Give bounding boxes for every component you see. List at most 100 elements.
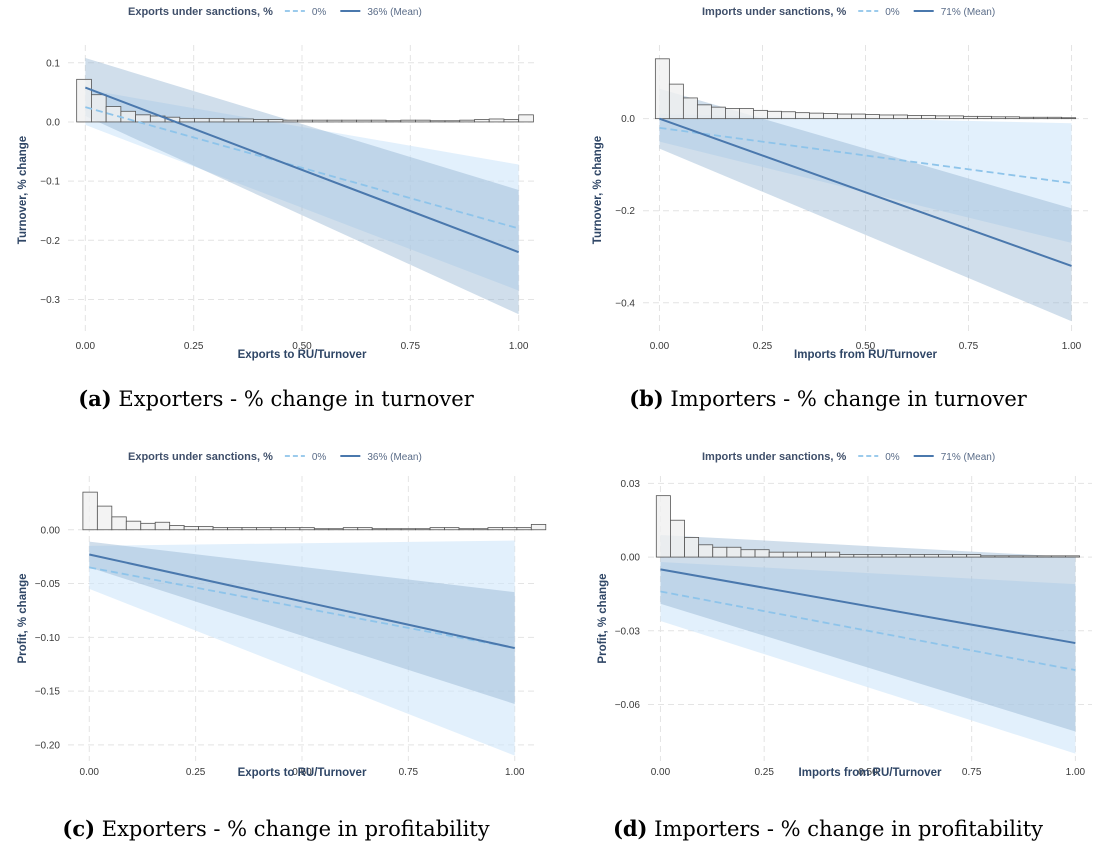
series-line <box>85 106 519 230</box>
x-tick-label: 1.00 <box>1066 767 1086 778</box>
histogram-bar <box>415 119 431 123</box>
series-line <box>659 126 1072 184</box>
x-tick-label: 1.00 <box>1062 341 1082 352</box>
x-tick-label: 1.00 <box>509 341 529 352</box>
histogram-bar <box>282 119 299 123</box>
histogram-bar <box>198 526 214 531</box>
histogram-bar <box>670 519 685 558</box>
histogram-bar <box>82 491 98 531</box>
caption: (a) Exporters - % change in turnover <box>78 386 474 411</box>
x-tick-label: 0.25 <box>186 767 206 778</box>
x-axis-title: Imports from RU/Turnover <box>799 767 942 779</box>
histogram-bar <box>851 113 866 120</box>
legend-title: Exports under sanctions, % <box>128 6 273 18</box>
histogram-bar <box>444 120 461 123</box>
y-tick-label: 0.03 <box>621 479 641 490</box>
confidence-band <box>660 561 1076 754</box>
caption: (b) Importers - % change in turnover <box>629 386 1027 411</box>
histogram-bar <box>76 78 92 123</box>
histogram-bar <box>212 527 228 531</box>
legend-label: 36% (Mean) <box>367 7 421 18</box>
x-tick-label: 0.75 <box>401 341 421 352</box>
histogram-bar <box>684 537 700 558</box>
confidence-band <box>89 541 515 704</box>
histogram-bar <box>341 119 358 123</box>
histogram-bar <box>768 551 784 558</box>
histogram-bar <box>823 113 838 120</box>
histogram-bar <box>952 554 968 558</box>
histogram-bar <box>125 520 142 531</box>
y-tick-label: −0.20 <box>35 740 61 751</box>
legend-label: 0% <box>312 452 327 463</box>
y-axis-title: Profit, % change <box>597 573 609 663</box>
histogram-bar <box>837 113 852 120</box>
x-tick-label: 1.00 <box>505 767 525 778</box>
confidence-band <box>85 89 519 291</box>
histogram-bar <box>371 528 388 531</box>
x-tick-label: 0.00 <box>650 341 670 352</box>
histogram-bar <box>1008 555 1024 558</box>
confidence-band <box>89 540 515 756</box>
histogram-bar <box>357 527 373 531</box>
x-tick-label: 0.25 <box>753 341 773 352</box>
legend-label: 36% (Mean) <box>367 452 421 463</box>
panel-a: 0.00 0.25 0.50 0.75 1.00 0.1 0.0 −0.1 −0.2 −0.3 Ex… <box>0 0 552 426</box>
x-tick-label: 0.25 <box>184 341 204 352</box>
histogram-bar <box>342 527 359 531</box>
histogram-bar <box>140 522 156 531</box>
y-tick-label: −0.2 <box>40 236 60 247</box>
legend-label: 0% <box>312 7 327 18</box>
histogram-bar <box>1065 555 1080 558</box>
histogram-bar <box>811 551 826 558</box>
legend-label: 71% (Mean) <box>941 7 995 18</box>
x-tick-label: 0.75 <box>962 767 982 778</box>
histogram-bar <box>285 527 301 531</box>
histogram-bar <box>1050 555 1066 558</box>
histogram-bar <box>179 117 195 123</box>
series-line <box>84 86 520 254</box>
histogram-bar <box>169 525 185 531</box>
x-tick-label: 0.75 <box>399 767 419 778</box>
histogram-bar <box>980 555 996 558</box>
x-tick-label: 0.00 <box>80 767 100 778</box>
histogram-bar <box>91 94 107 123</box>
histogram-bar <box>739 108 754 120</box>
histogram-bar <box>313 528 330 531</box>
histogram-bar <box>444 527 460 531</box>
histogram-bar <box>795 112 810 120</box>
chart-exporters-turnover: 0.00 0.25 0.50 0.75 1.00 0.1 0.0 −0.1 −0.2 −0.3 Ex… <box>17 6 536 361</box>
histogram-bar <box>781 111 796 120</box>
histogram-bar <box>867 554 883 558</box>
histogram-bar <box>923 554 939 558</box>
x-tick-label: 0.75 <box>959 341 979 352</box>
histogram-bar <box>654 58 670 120</box>
histogram-bar <box>938 554 953 558</box>
y-tick-label: 0.1 <box>46 58 60 69</box>
histogram-bar <box>1005 116 1021 120</box>
x-axis-title: Imports from RU/Turnover <box>794 349 937 361</box>
histogram-bar <box>893 114 908 120</box>
legend-label: 71% (Mean) <box>941 452 995 463</box>
x-tick-label: 0.50 <box>856 341 876 352</box>
series-line <box>660 590 1076 671</box>
x-tick-label: 0.00 <box>651 767 671 778</box>
y-tick-label: −0.15 <box>35 687 61 698</box>
histogram-bar <box>194 117 210 123</box>
histogram-bar <box>328 528 344 531</box>
y-tick-label: 0.00 <box>41 525 61 536</box>
x-axis-title: Exports to RU/Turnover <box>238 767 367 779</box>
y-tick-label: −0.4 <box>615 298 635 309</box>
histogram-bar <box>516 527 532 531</box>
confidence-band <box>659 88 1072 322</box>
y-tick-label: −0.10 <box>35 633 61 644</box>
legend-title: Imports under sanctions, % <box>702 451 846 463</box>
histogram-bar <box>400 528 416 531</box>
histogram-bar <box>921 115 936 120</box>
histogram-bar <box>518 114 534 123</box>
histogram-bar <box>111 516 127 531</box>
y-tick-label: −0.03 <box>615 626 641 637</box>
histogram-bar <box>501 527 518 531</box>
y-tick-label: −0.2 <box>615 206 635 217</box>
histogram-bar <box>1061 117 1077 120</box>
x-axis-title: Exports to RU/Turnover <box>238 349 367 361</box>
